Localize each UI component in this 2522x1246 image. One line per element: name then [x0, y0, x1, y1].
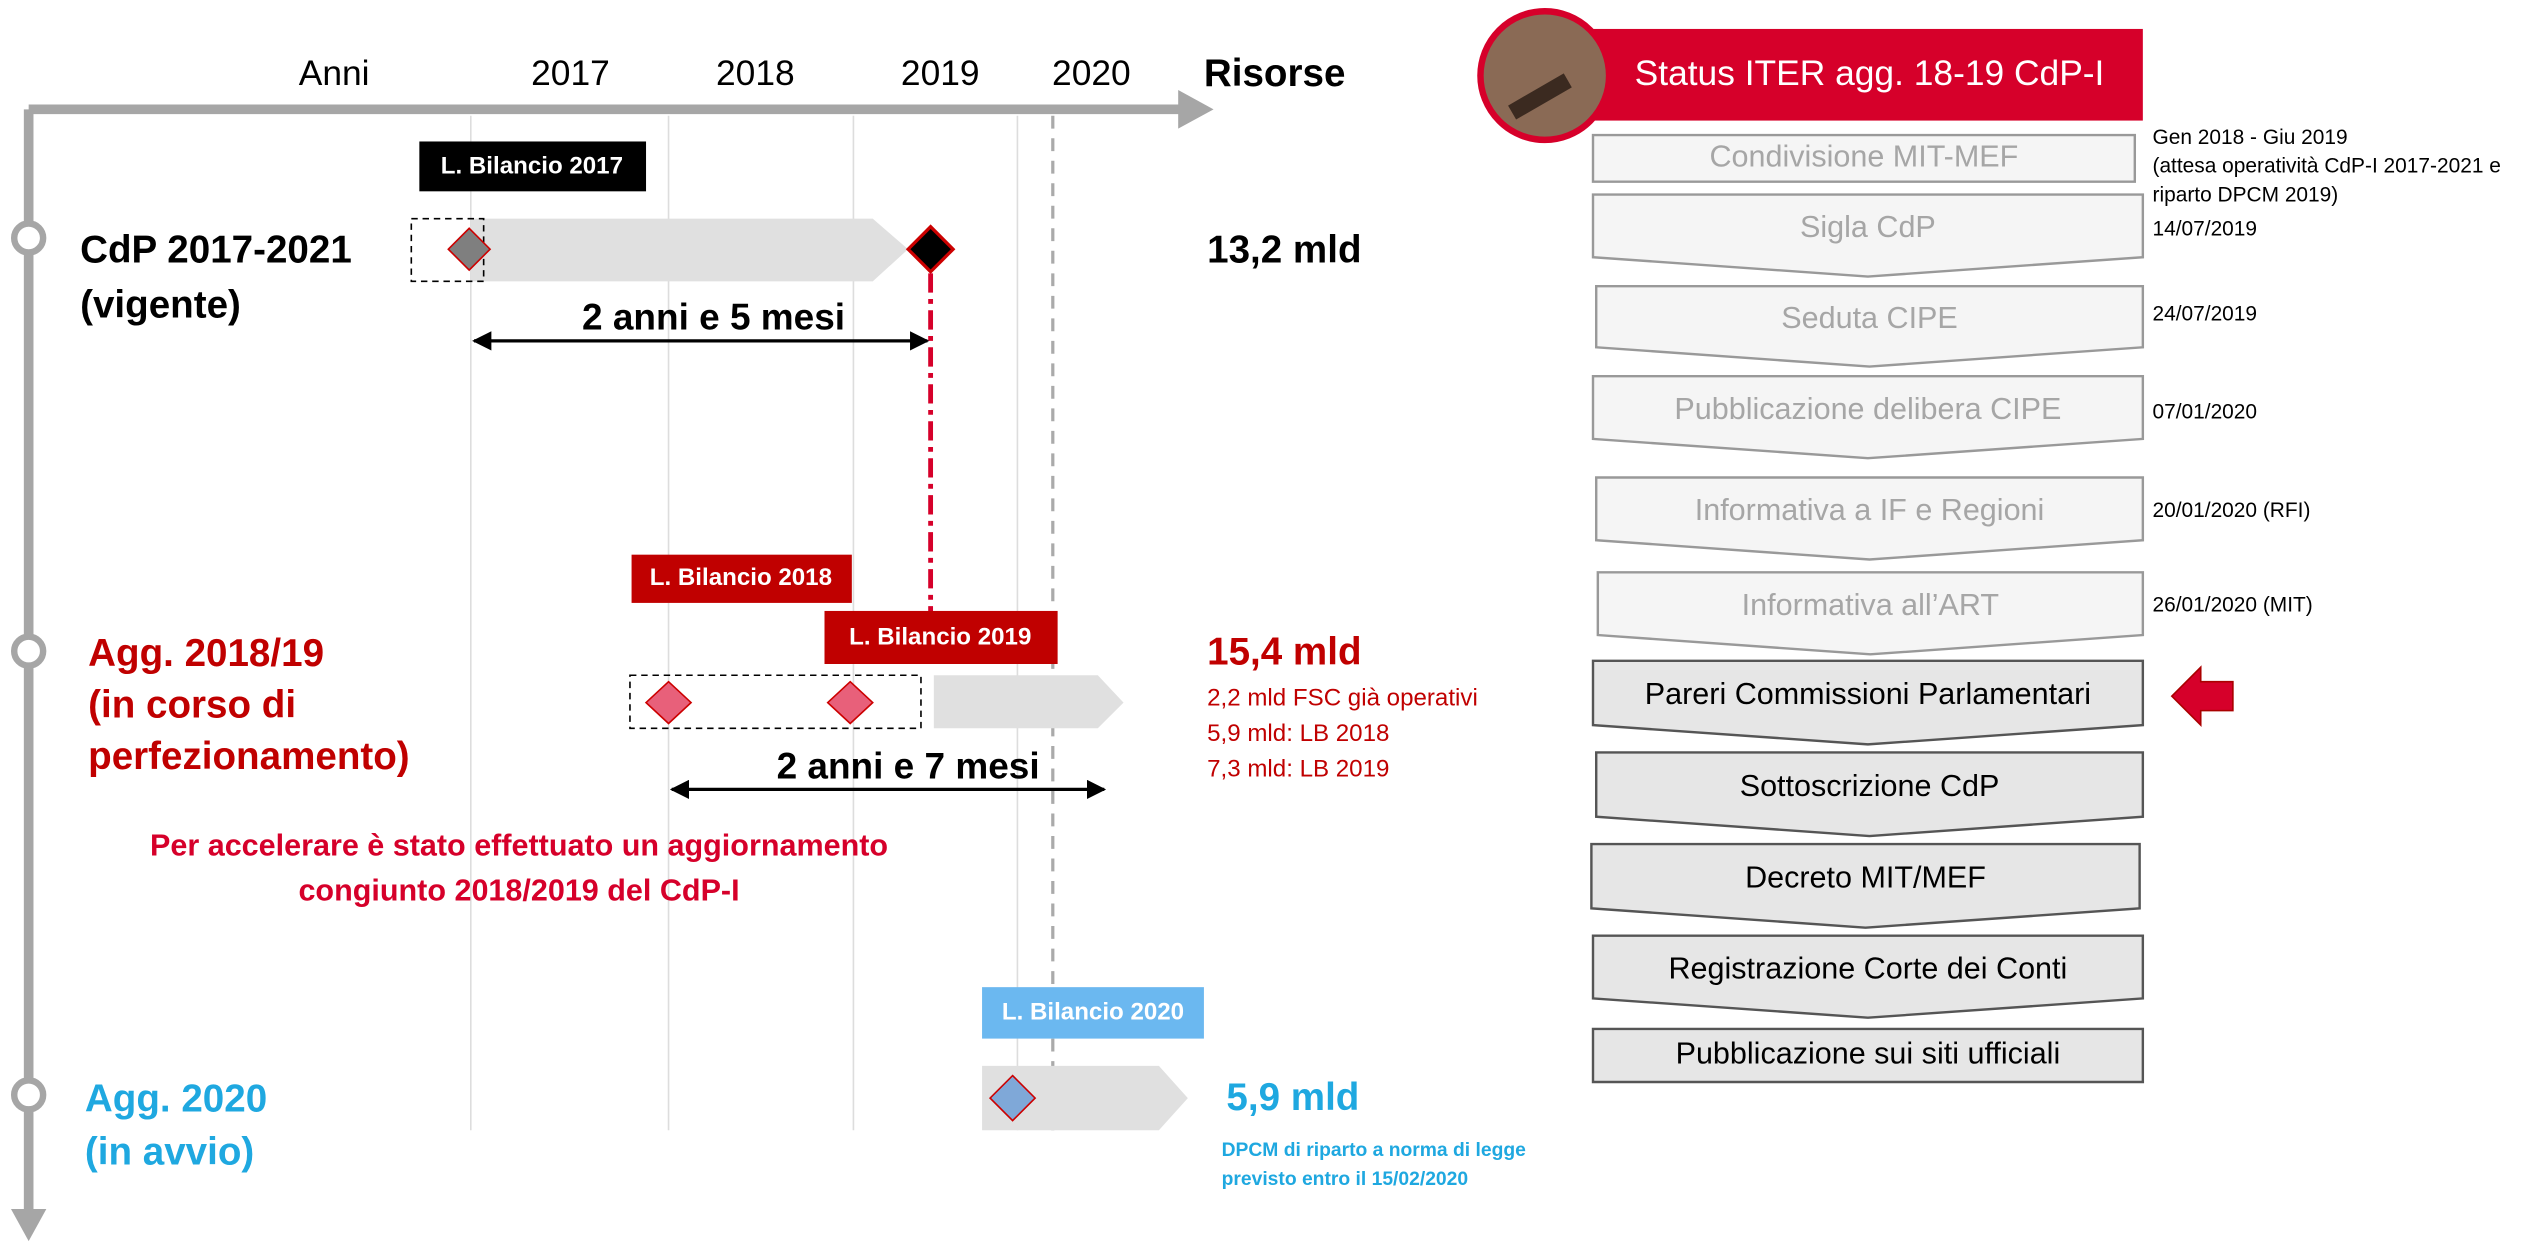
resources: 13,2 mld: [1207, 229, 1361, 272]
step-label: Informativa all’ART: [1742, 588, 1999, 622]
step-date: 26/01/2020 (MIT): [2152, 594, 2312, 617]
row-subtitle: (in corso di: [88, 684, 296, 727]
step-label: Sigla CdP: [1800, 210, 1936, 244]
step-label: Seduta CIPE: [1781, 301, 1958, 335]
year-label: 2017: [531, 54, 610, 93]
step-box: [1591, 934, 2145, 1019]
step-box: [1591, 659, 2145, 746]
resources: 15,4 mld: [1207, 631, 1361, 674]
resource-note: previsto entro il 15/02/2020: [1222, 1169, 1468, 1190]
step-box: [1595, 751, 2145, 838]
step-date: (attesa operatività CdP-I 2017-2021 e: [2152, 155, 2500, 178]
resources: 5,9 mld: [1226, 1076, 1359, 1119]
status-title: Status ITER agg. 18-19 CdP-I: [1635, 54, 2105, 93]
step-date: 14/07/2019: [2152, 217, 2257, 240]
row-subtitle: perfezionamento): [88, 735, 410, 778]
step-date: riparto DPCM 2019): [2152, 184, 2338, 207]
note: Per accelerare è stato effettuato un agg…: [150, 828, 888, 907]
step-box: [1591, 1027, 2145, 1084]
row-title: Agg. 2018/19: [88, 632, 324, 675]
step-label: Decreto MIT/MEF: [1745, 860, 1986, 894]
step-label: Pubblicazione delibera CIPE: [1674, 392, 2061, 426]
resource-note: 7,3 mld: LB 2019: [1207, 755, 1389, 782]
step-date: 20/01/2020 (RFI): [2152, 499, 2310, 522]
budget-label: L. Bilancio 2017: [441, 153, 623, 180]
status-icon: [1477, 8, 1613, 144]
step-label: Pareri Commissioni Parlamentari: [1645, 677, 2091, 711]
row-title: Agg. 2020: [85, 1077, 267, 1120]
step-label: Condivisione MIT-MEF: [1710, 139, 2019, 173]
step-box: [1591, 133, 2137, 183]
year-label: 2018: [716, 54, 795, 93]
duration: 2 anni e 5 mesi: [582, 297, 845, 338]
step-date: Gen 2018 - Giu 2019: [2152, 126, 2347, 149]
step-date: 24/07/2019: [2152, 303, 2257, 326]
year-label: 2019: [901, 54, 980, 93]
step-box: [1595, 284, 2145, 368]
resource-note: 5,9 mld: LB 2018: [1207, 720, 1389, 747]
row-agg-2018-19: L. Bilancio 2018 L. Bilancio 2019 2 anni…: [88, 554, 1478, 800]
note-line: congiunto 2018/2019 del CdP-I: [298, 873, 739, 907]
step-box: [1595, 476, 2145, 561]
row-agg-2020: L. Bilancio 2020 Agg. 2020 (in avvio) 5,…: [85, 987, 1526, 1190]
resource-note: 2,2 mld FSC già operativi: [1207, 685, 1478, 712]
budget-label: L. Bilancio 2020: [1002, 998, 1184, 1025]
budget-label: L. Bilancio 2018: [650, 564, 832, 591]
step-box: [1596, 571, 2145, 656]
status-panel: Status ITER agg. 18-19 CdP-I Condivision…: [1477, 8, 2501, 1084]
note-line: Per accelerare è stato effettuato un agg…: [150, 828, 888, 862]
resource-note: DPCM di riparto a norma di legge: [1222, 1140, 1527, 1161]
year-label: 2020: [1052, 54, 1131, 93]
year-label: Anni: [299, 54, 370, 93]
step-label: Pubblicazione sui siti ufficiali: [1676, 1037, 2061, 1071]
timeline-axes: [10, 90, 1214, 1242]
step-label: Informativa a IF e Regioni: [1695, 493, 2045, 527]
step-box: [1591, 375, 2145, 460]
step-box: [1591, 193, 2145, 278]
year-header: Anni 2017 2018 2019 2020 Risorse: [299, 52, 1346, 95]
resources-header: Risorse: [1204, 52, 1346, 95]
row-subtitle: (vigente): [80, 283, 241, 326]
row-cdp-2017: L. Bilancio 2017 2 anni e 5 mesi CdP 201…: [80, 141, 1362, 644]
row-subtitle: (in avvio): [85, 1131, 254, 1174]
step-date: 07/01/2020: [2152, 401, 2257, 424]
budget-label: L. Bilancio 2019: [849, 624, 1031, 651]
step-label: Registrazione Corte dei Conti: [1669, 951, 2068, 985]
row-title: CdP 2017-2021: [80, 229, 352, 272]
step-label: Sottoscrizione CdP: [1740, 769, 2000, 803]
step-box: [1590, 842, 2141, 929]
current-step-arrow: [2170, 665, 2234, 728]
duration: 2 anni e 7 mesi: [777, 745, 1040, 786]
